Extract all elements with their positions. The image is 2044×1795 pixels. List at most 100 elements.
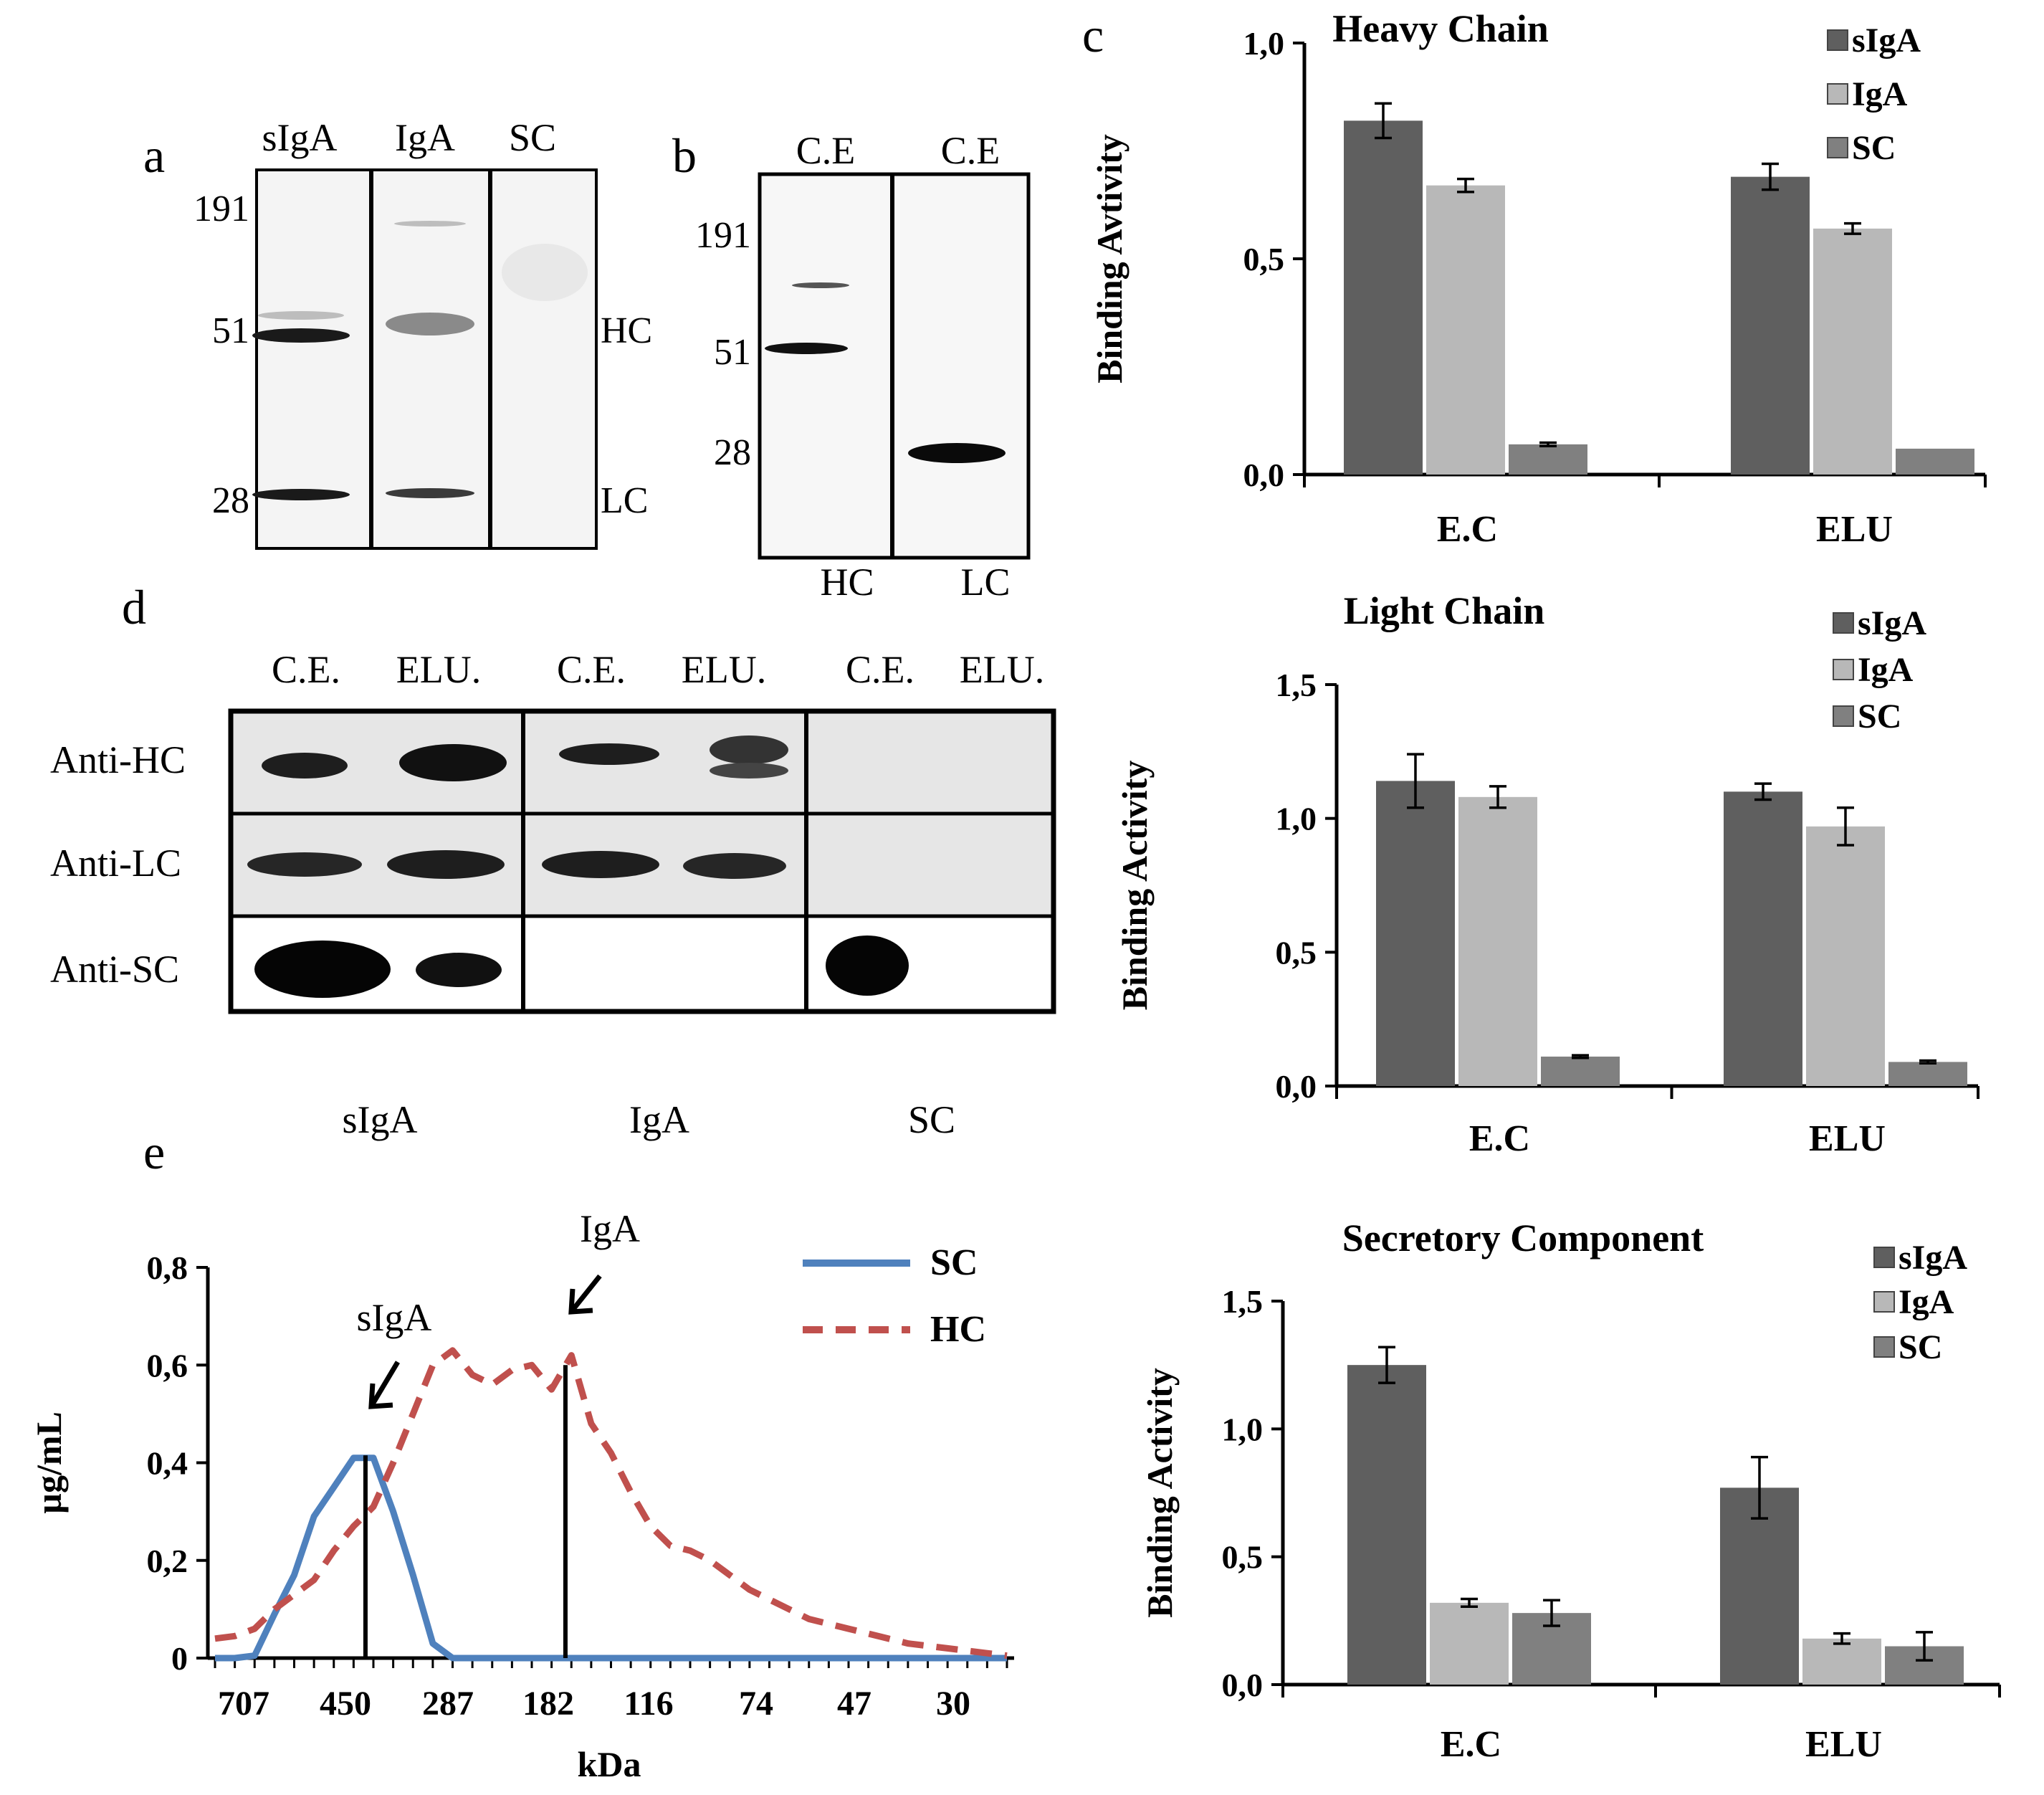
blot-b-marker: 28 [714, 432, 751, 473]
blot-d-row-label: Anti-HC [50, 738, 186, 781]
marker-arrowhead [368, 1383, 393, 1409]
blot-a: a sIgA IgA SC 191 51 28 HC LC [143, 116, 652, 550]
x-tick-label: ELU [1805, 1724, 1882, 1765]
y-tick-label: 0,6 [147, 1347, 188, 1384]
y-tick-label: 0,8 [147, 1249, 188, 1286]
blot-b-band [792, 282, 849, 288]
legend-swatch-siga [1873, 1247, 1895, 1268]
blot-b-bottom-label: LC [960, 561, 1010, 604]
y-tick-label: 0,0 [1222, 1667, 1264, 1703]
y-tick-label: 0 [171, 1640, 188, 1677]
blot-a-band-label: LC [601, 480, 648, 521]
blot-d-band [826, 935, 909, 996]
bar-iga [1806, 826, 1885, 1086]
bar-siga [1720, 1487, 1799, 1685]
legend-swatch-sc [1873, 1336, 1895, 1358]
blot-a-membrane [255, 168, 598, 550]
bar-siga [1347, 1365, 1426, 1685]
bar-sc [1541, 1056, 1620, 1086]
series-line-hc [214, 1347, 1008, 1660]
y-tick-label: 1,5 [1276, 667, 1317, 703]
legend-label: SC [930, 1242, 978, 1283]
blot-d-band [683, 853, 786, 879]
blot-d-column-label: ELU. [960, 648, 1044, 691]
marker-label: sIgA [356, 1296, 431, 1339]
legend-label: sIgA [1899, 1239, 1967, 1277]
x-tick-label: 287 [422, 1685, 474, 1723]
blot-a-band [394, 221, 466, 227]
panel-letter-d: d [122, 580, 146, 634]
y-tick-label: 0,5 [1276, 934, 1317, 971]
bar-sc [1509, 444, 1587, 475]
y-tick-label: 1,0 [1222, 1411, 1264, 1447]
bar-sc [1896, 448, 1974, 475]
legend-label: IgA [1899, 1283, 1954, 1321]
x-tick-label: ELU [1816, 509, 1893, 550]
y-tick-label: 0,4 [147, 1445, 188, 1482]
y-axis-label: µg/mL [29, 1411, 69, 1514]
y-tick-label: 0,5 [1222, 1539, 1264, 1576]
blot-a-lane-label: SC [509, 116, 556, 159]
blot-d-column-label: ELU. [396, 648, 481, 691]
y-tick-label: 1,5 [1222, 1283, 1264, 1320]
y-tick-label: 0,0 [1243, 457, 1285, 493]
blot-b-bottom-label: HC [820, 561, 874, 604]
blot-b-lane-label: C.E [796, 129, 856, 172]
blot-d: d C.E. ELU. C.E. ELU. C.E. ELU. Anti-HC … [50, 580, 1056, 1141]
x-tick-label: 450 [320, 1685, 371, 1723]
blot-d-row-label: Anti-LC [50, 842, 181, 885]
bar-iga [1458, 796, 1537, 1086]
marker-arrow [569, 1274, 602, 1314]
blot-d-band [247, 852, 362, 877]
legend-label: IgA [1858, 651, 1914, 689]
x-tick-label: ELU [1809, 1118, 1886, 1159]
blot-d-band [399, 744, 507, 781]
bar-iga [1802, 1638, 1881, 1685]
legend-label: HC [930, 1309, 986, 1350]
legend-label: SC [1852, 129, 1896, 167]
blot-d-frame [228, 708, 1056, 1014]
legend-label: SC [1899, 1328, 1942, 1366]
blot-a-marker: 28 [212, 480, 249, 521]
chart-title: Light Chain [1344, 589, 1545, 632]
legend-label: SC [1858, 697, 1901, 735]
blot-d-band [254, 941, 391, 998]
blot-d-group-label: SC [908, 1098, 955, 1141]
panel-letter-b: b [672, 128, 697, 183]
y-tick-label: 0,2 [147, 1543, 188, 1579]
blot-d-column-label: C.E. [557, 648, 626, 691]
blot-a-band [386, 313, 474, 335]
blot-d-row-label: Anti-SC [50, 948, 179, 991]
x-tick-label: 47 [837, 1685, 871, 1723]
panel-letter-a: a [143, 128, 165, 183]
legend-swatch-siga [1827, 29, 1848, 51]
blot-a-band [386, 488, 474, 498]
marker-arrowhead [568, 1288, 593, 1315]
y-tick-label: 0,5 [1243, 241, 1285, 277]
bar-chart-light-chain: Light Chain 0,0 0,5 1,0 1,5 Binding Activity E… [1114, 589, 1979, 1159]
marker-arrow [368, 1361, 400, 1408]
legend-label: sIgA [1852, 22, 1921, 59]
legend-swatch-sc [1833, 705, 1854, 727]
blot-a-band [258, 311, 344, 320]
bar-chart-secretory-component: Secretory Component 0,0 0,5 1,0 1,5 Binding A… [1140, 1216, 2001, 1765]
bar-siga [1344, 120, 1423, 475]
bar-iga [1430, 1602, 1509, 1685]
panel-letter-c: c [1082, 8, 1104, 62]
blot-d-strip-hc [231, 711, 1054, 814]
x-axis-label: kDa [578, 1744, 641, 1784]
y-tick-label: 1,0 [1243, 25, 1285, 62]
blot-d-group-label: sIgA [343, 1098, 418, 1141]
y-tick-label: 1,0 [1276, 801, 1317, 837]
blot-d-column-label: C.E. [846, 648, 914, 691]
bar-iga [1426, 185, 1505, 475]
blot-d-group-label: IgA [629, 1098, 689, 1141]
blot-a-marker: 191 [194, 189, 249, 229]
legend-label: IgA [1852, 75, 1908, 113]
blot-d-band [262, 753, 348, 779]
chart-title: Secretory Component [1342, 1216, 1704, 1260]
blot-b-lane-label: C.E [941, 129, 1000, 172]
blot-d-band [416, 953, 502, 987]
blot-a-lane-label: IgA [395, 116, 455, 159]
